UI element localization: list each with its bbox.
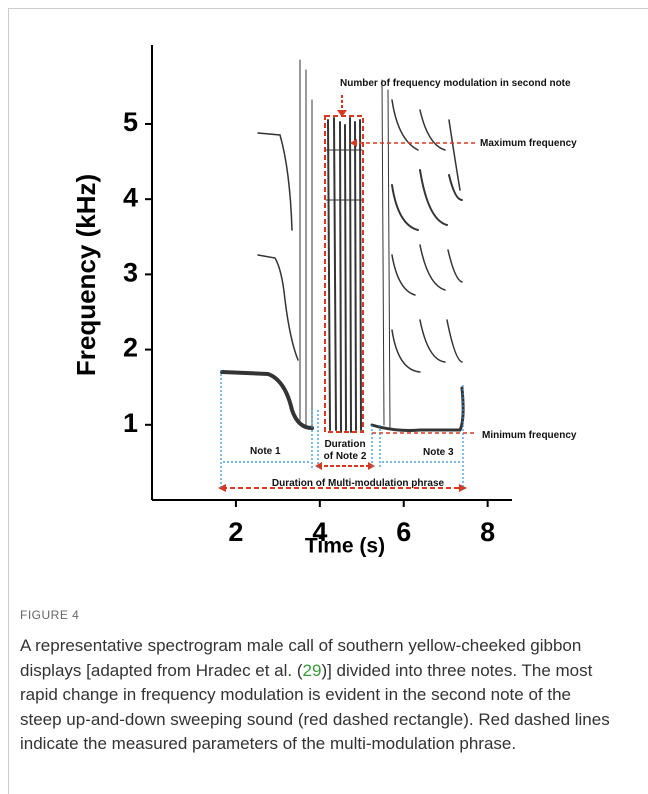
note3-harmonic (391, 169, 463, 231)
y-axis-label: Frequency (kHz) (71, 174, 101, 376)
spectrogram (220, 59, 465, 433)
note1-edge (299, 59, 313, 431)
arrow-head (350, 139, 357, 147)
y-tick-label: 4 (123, 182, 138, 212)
annotation: Maximum frequency (480, 138, 577, 149)
note1-fundamental (220, 370, 314, 430)
x-tick-label: 2 (228, 517, 243, 547)
note3-harmonic (391, 99, 461, 191)
annotation: Note 3 (423, 447, 454, 458)
annotation: Note 1 (250, 446, 281, 457)
spectrogram-figure: Frequency (kHz) Time (s) Number of frequ… (71, 45, 577, 558)
x-tick-label: 6 (396, 517, 411, 547)
blue-guides (220, 370, 464, 490)
y-tick-label: 5 (123, 107, 138, 137)
caption-text: )] divided into three notes. The most ra… (20, 660, 610, 754)
caption: A representative spectrogram male call o… (20, 634, 610, 757)
annotation: Number of frequency modulation in second… (340, 78, 571, 89)
arrow-head (337, 110, 347, 117)
note3-edge (381, 79, 391, 429)
note2-rectangle (324, 115, 364, 433)
caption-text: A representative spectrogram male call o… (20, 636, 582, 680)
x-tick-label: 8 (480, 517, 495, 547)
arrow-head (315, 462, 375, 470)
annotation: of Note 2 (324, 451, 367, 462)
note3-harmonic (391, 319, 463, 373)
figure-frame (8, 8, 648, 794)
annotation: Duration of Multi-modulation phrase (272, 478, 445, 489)
note1-harmonic (257, 254, 299, 361)
citation-link[interactable]: 29 (302, 660, 322, 680)
x-axis-label: Time (s) (305, 535, 385, 558)
y-tick-label: 3 (123, 258, 138, 288)
note2 (325, 117, 363, 433)
annotation: Minimum frequency (482, 430, 577, 441)
y-tick-label: 1 (123, 408, 138, 438)
x-tick-label: 4 (312, 517, 327, 547)
caption-label: FIGURE 4 (20, 608, 80, 622)
annotation: Duration (324, 439, 365, 450)
note3-fundamental (370, 386, 465, 432)
note1-harmonic (257, 132, 293, 231)
note3-harmonic (391, 244, 463, 296)
y-tick-label: 2 (123, 333, 138, 363)
markers (218, 95, 475, 492)
